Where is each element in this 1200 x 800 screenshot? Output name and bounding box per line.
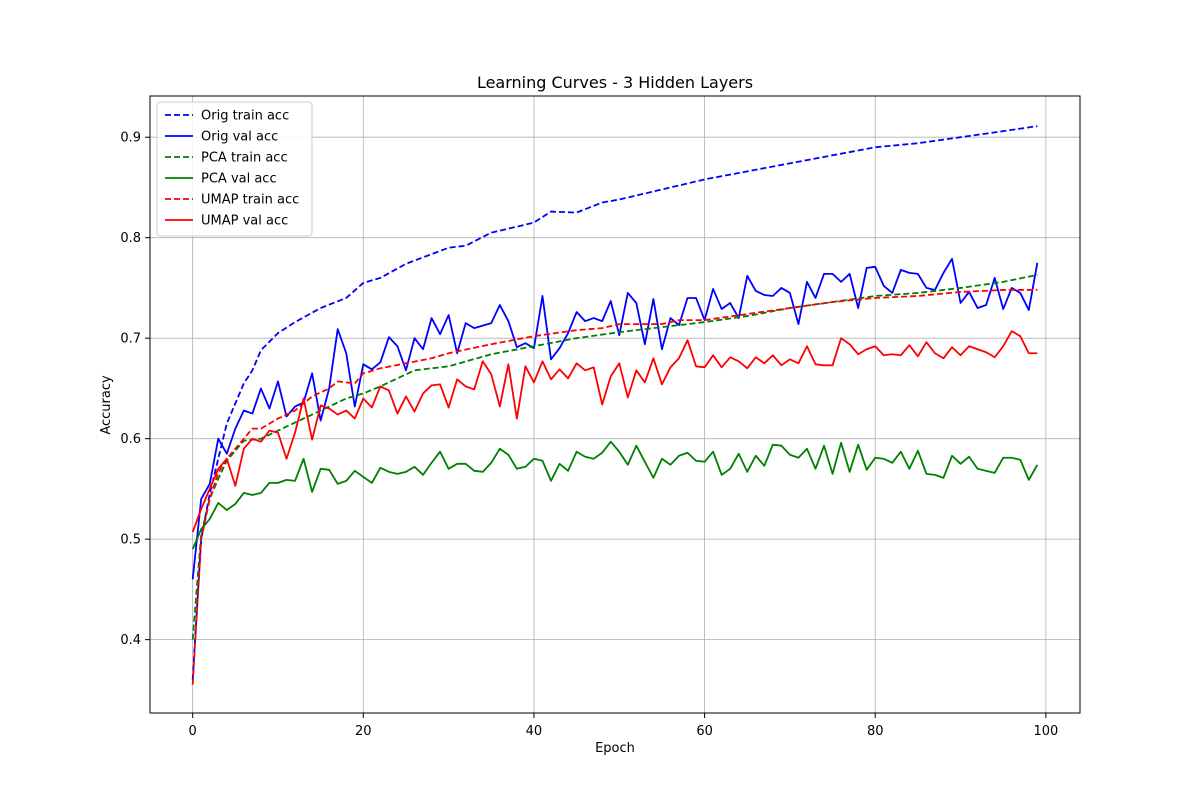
grid bbox=[150, 96, 1080, 713]
x-tick-label: 80 bbox=[867, 724, 884, 739]
y-axis-label: Accuracy bbox=[99, 375, 114, 435]
y-tick-label: 0.4 bbox=[120, 633, 141, 648]
series-line-4 bbox=[191, 289, 1038, 685]
y-tick-label: 0.6 bbox=[120, 432, 141, 447]
y-tick-label: 0.5 bbox=[120, 533, 141, 548]
plot-frame bbox=[149, 95, 1081, 714]
series-line-5 bbox=[191, 330, 1038, 533]
y-tick-label: 0.8 bbox=[120, 231, 141, 246]
series-line-1 bbox=[191, 257, 1039, 580]
y-tick-label: 0.7 bbox=[120, 332, 141, 347]
x-tick-label: 0 bbox=[189, 724, 197, 739]
axis-ticks: 0 20 40 60 80 100 0.4 0.5 0.6 0.7 0.8 0.9 bbox=[120, 131, 1058, 739]
legend-label: Orig train acc bbox=[201, 109, 289, 124]
series-line-0 bbox=[191, 125, 1038, 680]
legend-box bbox=[156, 101, 313, 237]
series-line-2 bbox=[191, 273, 1038, 640]
chart-title: Learning Curves - 3 Hidden Layers bbox=[477, 73, 753, 92]
legend-label: UMAP val acc bbox=[201, 214, 288, 229]
y-tick-label: 0.9 bbox=[120, 131, 141, 146]
legend-label: Orig val acc bbox=[201, 130, 278, 145]
legend-label: PCA val acc bbox=[201, 172, 277, 187]
legend-label: UMAP train acc bbox=[201, 193, 299, 208]
series-lines bbox=[191, 125, 1039, 685]
x-tick-label: 100 bbox=[1033, 724, 1058, 739]
x-tick-label: 40 bbox=[526, 724, 543, 739]
x-axis-label: Epoch bbox=[595, 741, 635, 756]
series-line-3 bbox=[191, 440, 1039, 550]
legend: Orig train acc Orig val acc PCA train acc P… bbox=[156, 101, 313, 237]
legend-label: PCA train acc bbox=[201, 151, 288, 166]
x-tick-label: 60 bbox=[696, 724, 713, 739]
x-tick-label: 20 bbox=[355, 724, 372, 739]
